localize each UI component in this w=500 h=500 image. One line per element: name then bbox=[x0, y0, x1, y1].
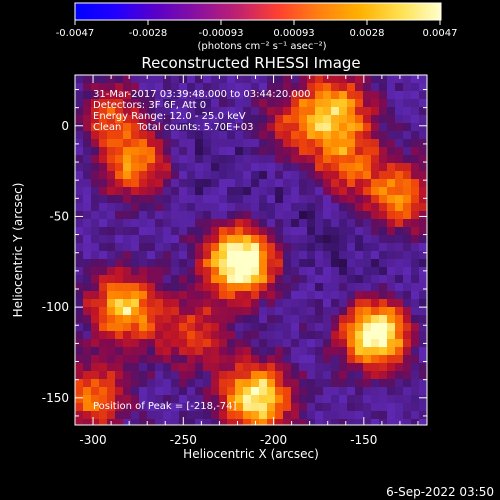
y-tick-label: 0 bbox=[61, 119, 69, 133]
x-tick-label: -250 bbox=[170, 433, 197, 447]
clean-counts-text: Clean Total counts: 5.70E+03 bbox=[93, 122, 253, 133]
colorbar-gradient bbox=[74, 2, 442, 21]
peak-position-text: Position of Peak = [-218,-74] bbox=[93, 401, 237, 412]
axis-ticks bbox=[74, 75, 427, 425]
x-tick-label: -300 bbox=[79, 433, 106, 447]
energy-range-text: Energy Range: 12.0 - 25.0 keV bbox=[93, 111, 246, 122]
colorbar-tick-label: 0.0047 bbox=[423, 28, 458, 39]
y-tick-label: -50 bbox=[49, 209, 69, 223]
y-axis-label: Heliocentric Y (arcsec) bbox=[11, 183, 25, 318]
detectors-text: Detectors: 3F 6F, Att 0 bbox=[93, 100, 206, 111]
map-plot bbox=[75, 75, 427, 425]
y-tick-label: -100 bbox=[42, 300, 69, 314]
colorbar-tick-label: -0.00093 bbox=[199, 28, 244, 39]
colorbar-units: (photons cm⁻² s⁻¹ asec⁻²) bbox=[197, 41, 326, 52]
colorbar-tick-label: 0.00093 bbox=[273, 28, 314, 39]
observation-info: 31-Mar-2017 03:39:48.000 to 03:44:20.000… bbox=[93, 89, 311, 133]
colorbar-tick-label: 0.0028 bbox=[350, 28, 385, 39]
colorbar-tick-label: -0.0047 bbox=[56, 28, 95, 39]
x-tick-label: -150 bbox=[350, 433, 377, 447]
axis-tick-labels: -300 -250 -200 -150 0 -50 -100 -150 bbox=[42, 119, 378, 447]
x-axis-label: Heliocentric X (arcsec) bbox=[183, 447, 319, 461]
intensity-map bbox=[75, 75, 427, 425]
colorbar: -0.0047 -0.0028 -0.00093 0.00093 0.0028 … bbox=[56, 2, 458, 52]
x-tick-label: -200 bbox=[260, 433, 287, 447]
colorbar-tick-label: -0.0028 bbox=[129, 28, 168, 39]
plot-frame bbox=[74, 74, 428, 426]
y-tick-label: -150 bbox=[42, 391, 69, 405]
colorbar-ticks bbox=[74, 20, 441, 25]
time-range-text: 31-Mar-2017 03:39:48.000 to 03:44:20.000 bbox=[93, 89, 311, 100]
footer-date: 6-Sep-2022 03:50 bbox=[386, 485, 494, 499]
plot-title: Reconstructed RHESSI Image bbox=[141, 54, 360, 72]
